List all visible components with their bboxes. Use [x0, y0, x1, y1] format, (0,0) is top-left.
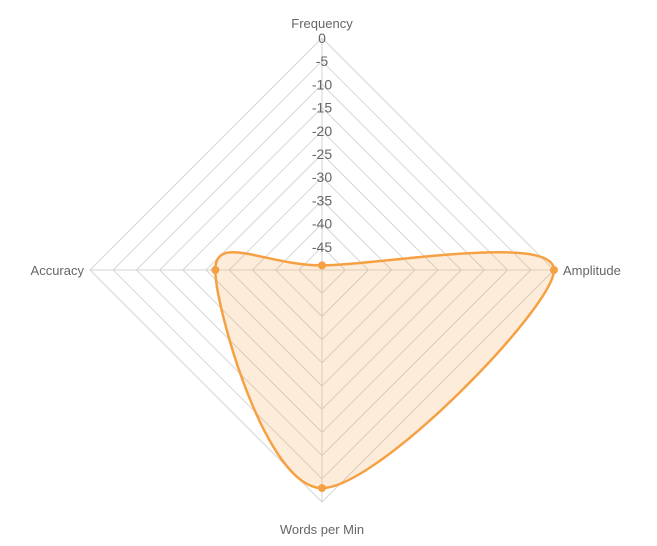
axis-label: Frequency	[291, 16, 353, 31]
radial-tick-label: -35	[312, 192, 332, 208]
data-point[interactable]	[211, 266, 220, 274]
radial-tick-label: -20	[312, 123, 332, 139]
axis-label: Amplitude	[563, 263, 621, 278]
radial-tick-label: -5	[316, 53, 329, 69]
radial-tick-label: -30	[312, 169, 332, 185]
axis-label: Words per Min	[280, 522, 364, 537]
radar-grid	[89, 37, 555, 503]
axis-label: Accuracy	[31, 263, 85, 278]
radial-tick-label: -25	[312, 146, 332, 162]
radial-tick-label: -10	[312, 76, 332, 92]
axis-labels: Frequency Amplitude Words per Min Accuracy	[31, 16, 621, 537]
radial-tick-label: -45	[312, 239, 332, 255]
radial-tick-label: -15	[312, 100, 332, 116]
data-point[interactable]	[318, 484, 326, 493]
series-area	[214, 250, 556, 490]
radial-tick-label: -40	[312, 216, 332, 232]
data-point[interactable]	[550, 266, 558, 274]
data-point[interactable]	[318, 261, 326, 270]
data-layer	[211, 250, 558, 493]
radial-tick-label: 0	[318, 30, 326, 46]
radial-tick-labels: 0 -5 -10 -15 -20 -25 -30 -35 -40 -45	[312, 30, 332, 255]
